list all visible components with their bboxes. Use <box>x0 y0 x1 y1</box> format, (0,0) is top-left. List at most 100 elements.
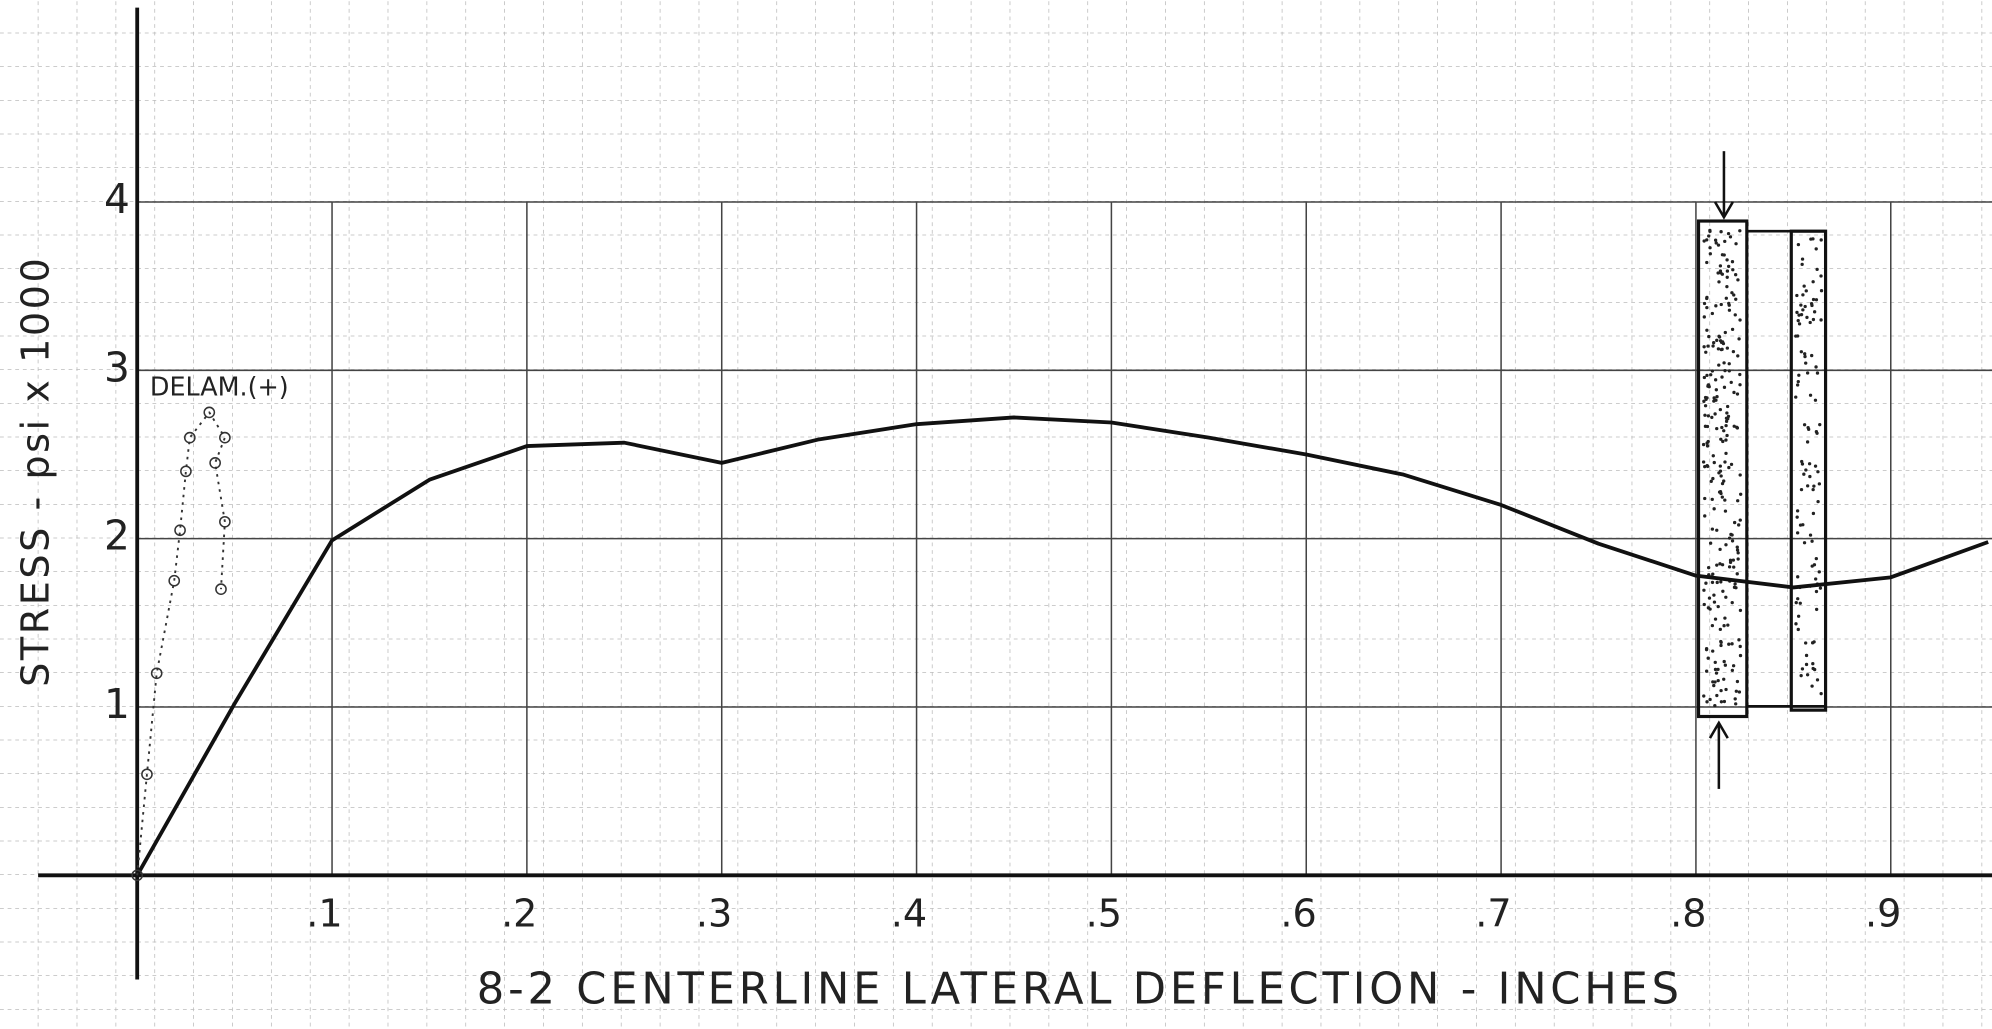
speckle <box>1725 275 1729 279</box>
speckle <box>1735 425 1739 429</box>
speckle <box>1738 608 1743 613</box>
speckle <box>1796 242 1801 247</box>
speckle <box>1720 375 1724 379</box>
speckle <box>1718 562 1722 566</box>
speckle <box>1800 257 1805 261</box>
speckle <box>1720 425 1724 430</box>
speckle <box>1723 498 1727 502</box>
speckle <box>1738 383 1742 387</box>
speckle <box>1725 411 1729 415</box>
speckle <box>1705 328 1709 332</box>
speckle <box>1804 653 1809 658</box>
speckle <box>1734 702 1738 706</box>
speckle <box>1796 627 1800 632</box>
speckle <box>1814 577 1818 581</box>
speckle <box>1722 361 1726 365</box>
speckle <box>1713 667 1718 672</box>
speckle <box>1727 565 1732 569</box>
speckle <box>1706 383 1711 387</box>
speckle <box>1705 238 1709 242</box>
speckle <box>1705 305 1709 310</box>
speckle <box>1734 242 1738 246</box>
speckle <box>1802 472 1806 476</box>
speckle <box>1723 330 1727 335</box>
speckle <box>1815 267 1819 272</box>
speckle <box>1705 424 1710 429</box>
speckle <box>1808 393 1813 397</box>
speckle <box>1730 291 1734 295</box>
speckle <box>1711 680 1715 684</box>
speckle <box>1739 492 1743 496</box>
speckle <box>1721 589 1725 593</box>
speckle <box>1722 699 1727 704</box>
speckle <box>1815 431 1819 435</box>
speckle <box>1702 588 1706 592</box>
speckle <box>1727 536 1732 540</box>
x-tick-label: .1 <box>306 891 342 935</box>
speckle <box>1728 558 1733 562</box>
speckle <box>1738 372 1742 377</box>
speckle <box>1730 260 1735 264</box>
speckle <box>1797 322 1802 326</box>
speckle <box>1799 313 1804 317</box>
speckle <box>1732 585 1737 589</box>
speckle <box>1714 671 1719 675</box>
speckle <box>1701 460 1706 464</box>
speckle <box>1738 229 1742 233</box>
speckle <box>1735 679 1740 684</box>
speckle <box>1723 369 1727 373</box>
speckle <box>1713 238 1718 242</box>
speckle <box>1715 395 1719 399</box>
speckle <box>1733 582 1737 586</box>
speckle <box>1706 344 1710 348</box>
speckle <box>1705 463 1709 468</box>
speckle <box>1819 274 1823 278</box>
speckle <box>1718 264 1723 268</box>
speckle <box>1704 581 1708 585</box>
speckle <box>1720 563 1725 567</box>
speckle <box>1799 303 1803 307</box>
speckle <box>1797 373 1801 377</box>
speckle <box>1730 327 1735 332</box>
speckle <box>1730 601 1734 605</box>
speckle <box>1815 678 1820 682</box>
speckle <box>1734 297 1738 301</box>
speckle <box>1720 481 1725 486</box>
speckle <box>1733 520 1737 525</box>
speckle <box>1718 547 1722 552</box>
speckle <box>1732 390 1736 395</box>
speckle <box>1734 273 1738 277</box>
speckle <box>1811 280 1815 284</box>
speckle <box>1725 269 1730 273</box>
speckle <box>1724 543 1728 547</box>
speckle <box>1712 460 1716 465</box>
data-point <box>209 457 221 469</box>
speckle <box>1722 429 1726 433</box>
speckle <box>1732 293 1736 297</box>
speckle <box>1725 285 1729 289</box>
speckle <box>1722 479 1726 483</box>
speckle <box>1804 289 1808 293</box>
speckle <box>1795 310 1799 315</box>
plot <box>131 406 1989 882</box>
speckle <box>1809 301 1814 306</box>
speckle <box>1804 468 1808 472</box>
x-tick-label: .4 <box>891 891 927 935</box>
y-tick-label: 3 <box>104 343 130 391</box>
speckle <box>1811 297 1816 302</box>
x-tick-label: .5 <box>1086 891 1122 935</box>
speckle <box>1709 373 1713 377</box>
speckle <box>1705 700 1709 704</box>
speckle <box>1708 252 1712 256</box>
speckle <box>1817 570 1821 574</box>
speckle <box>1736 551 1740 555</box>
speckle <box>1811 511 1816 516</box>
speckle <box>1710 527 1715 531</box>
speckle <box>1724 419 1729 423</box>
speckle <box>1703 413 1707 417</box>
speckle <box>1808 533 1813 537</box>
specimen-diagram <box>1696 151 1828 789</box>
speckle <box>1712 600 1717 604</box>
speckle <box>1796 575 1800 579</box>
